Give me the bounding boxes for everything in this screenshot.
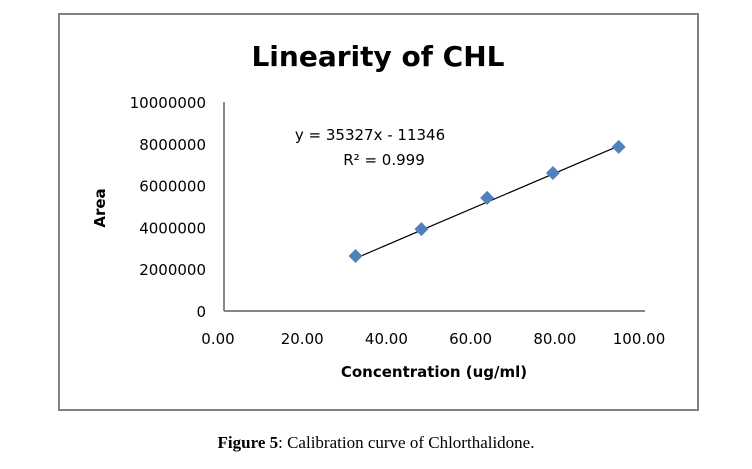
- chart-title: Linearity of CHL: [251, 40, 504, 73]
- y-tick-labels: 0 2000000 4000000 6000000 8000000 10000000: [130, 94, 206, 321]
- x-tick-label: 60.00: [449, 330, 492, 348]
- figure-caption: Figure 5: Calibration curve of Chlorthal…: [0, 433, 752, 453]
- data-point: [348, 249, 363, 264]
- x-axis-label: Concentration (ug/ml): [341, 363, 527, 381]
- x-tick-label: 0.00: [201, 330, 234, 348]
- trendline-r-squared: R² = 0.999: [343, 151, 424, 169]
- y-tick-label: 10000000: [130, 94, 206, 112]
- x-tick-label: 100.00: [613, 330, 666, 348]
- figure-caption-text: : Calibration curve of Chlorthalidone.: [278, 433, 535, 452]
- x-tick-label: 80.00: [533, 330, 576, 348]
- data-points: [348, 139, 626, 264]
- figure-caption-label: Figure 5: [217, 433, 279, 452]
- chart-frame: [58, 13, 699, 411]
- data-point: [611, 139, 626, 154]
- x-tick-label: 40.00: [365, 330, 408, 348]
- trendline-equation: y = 35327x - 11346: [295, 126, 445, 144]
- x-tick-label: 20.00: [281, 330, 324, 348]
- data-point: [545, 166, 560, 181]
- data-point: [414, 222, 429, 237]
- y-tick-label: 0: [196, 303, 206, 321]
- y-tick-label: 2000000: [139, 261, 206, 279]
- y-axis-label: Area: [91, 188, 109, 227]
- y-tick-label: 6000000: [139, 178, 206, 196]
- x-tick-labels: 0.00 20.00 40.00 60.00 80.00 100.00: [201, 330, 665, 348]
- data-point: [480, 190, 495, 205]
- y-tick-label: 8000000: [139, 136, 206, 154]
- y-tick-label: 4000000: [139, 219, 206, 237]
